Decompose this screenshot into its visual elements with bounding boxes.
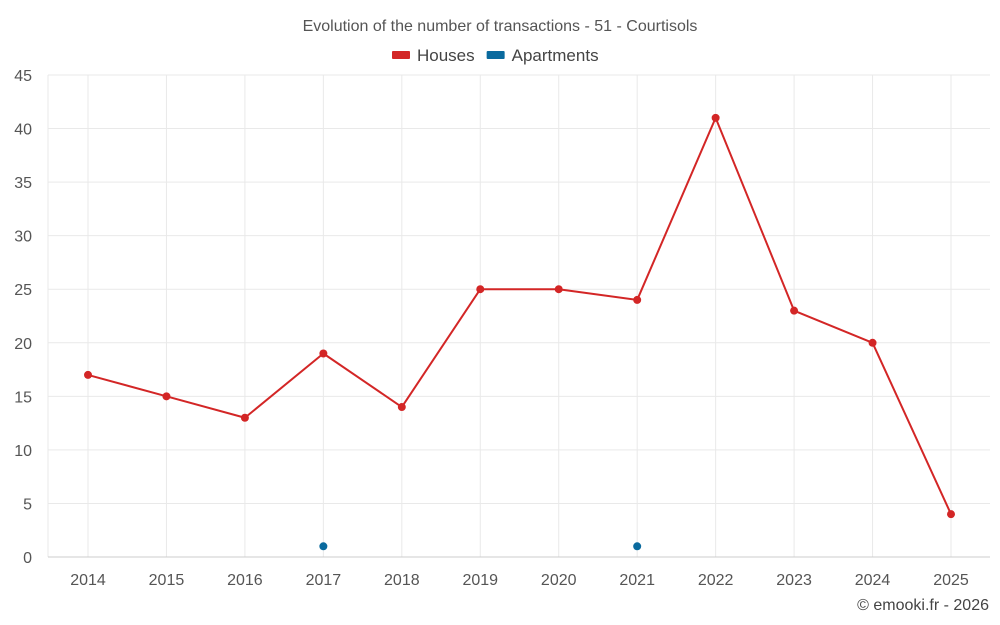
data-point-houses[interactable] bbox=[947, 510, 955, 519]
y-tick-label: 30 bbox=[14, 229, 32, 246]
data-point-houses[interactable] bbox=[633, 295, 642, 304]
data-point-houses[interactable] bbox=[240, 413, 249, 422]
legend-label: Houses bbox=[417, 46, 475, 65]
y-tick-label: 45 bbox=[14, 68, 32, 85]
data-point-houses[interactable] bbox=[476, 285, 485, 294]
data-point-houses[interactable] bbox=[397, 403, 406, 412]
series-line-houses bbox=[87, 116, 952, 515]
y-axis: 0 5 10 15 20 25 30 35 40 45 bbox=[14, 68, 32, 567]
x-tick-label: 2020 bbox=[541, 572, 577, 589]
y-tick-label: 15 bbox=[14, 389, 32, 406]
y-tick-label: 0 bbox=[23, 550, 32, 567]
x-tick-label: 2022 bbox=[698, 572, 734, 589]
legend: Houses Apartments bbox=[392, 46, 599, 65]
x-tick-label: 2017 bbox=[306, 572, 342, 589]
data-point-houses[interactable] bbox=[790, 306, 799, 315]
plot-area bbox=[84, 113, 955, 551]
x-tick-label: 2024 bbox=[855, 572, 891, 589]
legend-item-apartments[interactable]: Apartments bbox=[486, 46, 599, 65]
x-tick-label: 2018 bbox=[384, 572, 420, 589]
legend-label: Apartments bbox=[512, 46, 599, 65]
x-tick-label: 2019 bbox=[462, 572, 498, 589]
grid bbox=[47, 74, 990, 557]
y-tick-label: 35 bbox=[14, 175, 32, 192]
data-point-houses[interactable] bbox=[162, 392, 171, 401]
legend-swatch bbox=[486, 51, 505, 59]
x-tick-label: 2023 bbox=[776, 572, 812, 589]
x-tick-label: 2015 bbox=[149, 572, 185, 589]
chart-title: Evolution of the number of transactions … bbox=[303, 18, 698, 35]
data-point-houses[interactable] bbox=[711, 113, 720, 122]
y-tick-label: 25 bbox=[14, 282, 32, 299]
x-tick-label: 2016 bbox=[227, 572, 263, 589]
x-axis: 2014 2015 2016 2017 2018 2019 2020 2021 2022 2023… bbox=[48, 556, 990, 589]
y-tick-label: 40 bbox=[14, 122, 32, 139]
legend-swatch bbox=[392, 51, 410, 59]
data-point-houses[interactable] bbox=[84, 370, 92, 379]
data-point-apartments[interactable] bbox=[633, 542, 642, 551]
x-tick-label: 2021 bbox=[619, 572, 655, 589]
data-point-houses[interactable] bbox=[319, 349, 328, 358]
y-tick-label: 5 bbox=[23, 496, 32, 513]
data-point-apartments[interactable] bbox=[319, 542, 328, 551]
x-tick-label: 2014 bbox=[70, 572, 106, 589]
data-point-houses[interactable] bbox=[554, 285, 563, 294]
legend-item-houses[interactable]: Houses bbox=[392, 46, 475, 65]
x-tick-label: 2025 bbox=[933, 572, 969, 589]
y-tick-label: 10 bbox=[14, 443, 32, 460]
y-tick-label: 20 bbox=[14, 336, 32, 353]
data-point-houses[interactable] bbox=[868, 338, 877, 347]
credit-text: © emooki.fr - 2026 bbox=[857, 597, 989, 614]
